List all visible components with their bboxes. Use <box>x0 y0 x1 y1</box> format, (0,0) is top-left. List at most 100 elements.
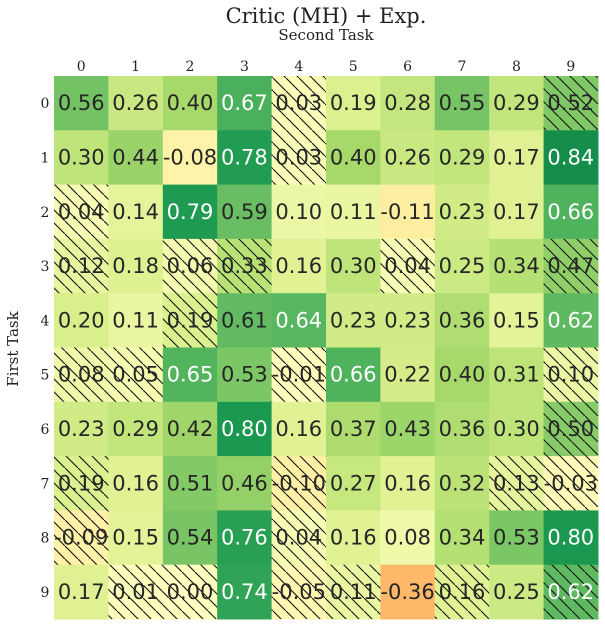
cell-hatch <box>543 456 598 511</box>
cell-value-label: 0.15 <box>112 526 159 550</box>
heatmap-cell <box>434 510 490 566</box>
cell-value-label: 0.80 <box>547 526 594 550</box>
y-axis-label: First Task <box>4 310 22 386</box>
cell-value-label: 0.50 <box>547 417 594 441</box>
cell-value-label: 0.74 <box>221 580 268 604</box>
heatmap-cell <box>54 130 109 186</box>
cell-value-label: 0.43 <box>384 417 431 441</box>
cell-value-label: 0.15 <box>493 308 540 332</box>
cell-value-label: 0.33 <box>221 254 268 278</box>
heatmap-cell <box>326 347 381 403</box>
cell-value-label: 0.31 <box>493 363 540 387</box>
cell-value-label: 0.34 <box>439 526 486 550</box>
cell-value-label: 0.61 <box>221 308 268 332</box>
cell-hatch <box>543 76 598 131</box>
y-tick-label: 3 <box>41 259 50 275</box>
cell-hatch <box>489 456 544 511</box>
heatmap-cell <box>217 130 273 186</box>
cell-value-label: 0.76 <box>221 526 268 550</box>
cell-value-label: 0.17 <box>493 145 540 169</box>
cell-value-label: 0.32 <box>439 471 486 495</box>
cell-value-label: 0.16 <box>275 417 322 441</box>
cell-value-label: 0.40 <box>167 91 214 115</box>
cell-value-label: 0.79 <box>167 200 214 224</box>
x-tick-labels: 0 1 2 3 4 5 6 7 8 9 <box>77 59 576 75</box>
y-tick-label: 4 <box>41 313 50 329</box>
cell-value-label: 0.19 <box>167 308 214 332</box>
cell-value-label: 0.30 <box>58 145 105 169</box>
cell-value-label: 0.04 <box>275 526 322 550</box>
cell-value-label: 0.23 <box>330 308 377 332</box>
cell-hatch <box>271 130 326 185</box>
cell-hatch <box>162 238 218 294</box>
y-tick-label: 8 <box>41 531 50 547</box>
heatmap-cell <box>54 401 109 457</box>
heatmap-cell <box>380 510 436 566</box>
cell-value-label: 0.04 <box>58 200 105 224</box>
heatmap-cell <box>162 76 218 131</box>
heatmap-cell <box>217 293 273 348</box>
cell-value-label: 0.23 <box>439 200 486 224</box>
heatmap-cell <box>380 293 436 348</box>
cell-value-label: 0.30 <box>493 417 540 441</box>
cell-value-label: 0.42 <box>167 417 214 441</box>
heatmap-cell <box>162 184 218 240</box>
y-tick-label: 7 <box>41 476 50 492</box>
heatmap-cell <box>380 456 436 511</box>
heatmap-cell <box>108 184 164 240</box>
y-tick-label: 9 <box>41 585 50 601</box>
cell-hatch <box>271 347 326 402</box>
heatmap-cell <box>162 347 218 403</box>
cell-hatch <box>108 564 163 619</box>
heatmap-cell <box>217 456 273 511</box>
cell-value-label: 0.16 <box>330 526 377 550</box>
heatmap-cell <box>162 130 218 186</box>
heatmap-cell <box>326 510 381 566</box>
heatmap-cell <box>380 184 436 240</box>
cell-hatch <box>271 456 326 511</box>
cell-value-label: 0.16 <box>112 471 159 495</box>
cell-value-label: -0.09 <box>54 526 108 550</box>
cell-value-label: 0.16 <box>275 254 322 278</box>
y-tick-label: 6 <box>41 422 50 438</box>
heatmap-cell <box>108 130 164 186</box>
y-tick-label: 2 <box>41 205 50 221</box>
cell-value-label: 0.12 <box>58 254 105 278</box>
cell-value-label: 0.17 <box>493 200 540 224</box>
cell-value-labels: 0.56 0.26 0.40 0.67 0.03 0.19 0.28 0.55 0.29 0.52… <box>54 91 598 604</box>
heatmap-cell <box>489 238 545 294</box>
heatmap-cell <box>271 184 327 240</box>
cell-value-label: 0.23 <box>58 417 105 441</box>
cell-value-label: 0.44 <box>112 145 159 169</box>
cell-value-label: 0.22 <box>384 363 431 387</box>
heatmap-cell <box>217 184 273 240</box>
cell-value-label: 0.52 <box>547 91 594 115</box>
x-tick-label: 4 <box>294 59 303 75</box>
cell-value-label: -0.03 <box>544 471 598 495</box>
cell-value-label: 0.47 <box>547 254 594 278</box>
cell-value-label: 0.01 <box>112 580 159 604</box>
cell-value-label: 0.46 <box>221 471 268 495</box>
heatmap-cell <box>380 130 436 186</box>
cell-hatch <box>326 564 381 619</box>
cell-value-label: 0.29 <box>493 91 540 115</box>
x-tick-label: 5 <box>349 59 358 75</box>
heatmap-cell <box>54 293 109 348</box>
heatmap-cell <box>108 401 164 457</box>
cell-value-label: 0.14 <box>112 200 159 224</box>
x-tick-label: 3 <box>240 59 249 75</box>
cell-value-label: 0.13 <box>493 471 540 495</box>
cell-hatch <box>162 293 218 348</box>
heatmap-cell <box>489 510 545 566</box>
cell-value-label: 0.25 <box>493 580 540 604</box>
cell-value-label: 0.78 <box>221 145 268 169</box>
cell-value-label: -0.01 <box>272 363 326 387</box>
heatmap-cell <box>489 401 545 457</box>
cell-value-label: 0.28 <box>384 91 431 115</box>
cell-value-label: 0.40 <box>439 363 486 387</box>
x-tick-label: 9 <box>566 59 575 75</box>
cell-hatch <box>54 238 109 294</box>
x-tick-label: 1 <box>131 59 140 75</box>
heatmap-cell <box>326 456 381 511</box>
cell-hatch <box>543 564 598 619</box>
